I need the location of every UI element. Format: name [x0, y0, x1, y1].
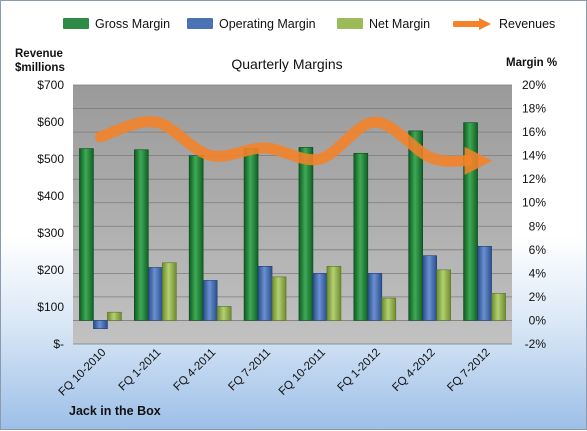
net-margin-bar [272, 277, 286, 321]
gross-margin-bar [409, 131, 423, 321]
left-tick-label: $700 [37, 78, 64, 92]
right-tick-label: 2% [529, 290, 547, 304]
operating-margin-bar [313, 273, 327, 320]
right-tick-label: 16% [522, 125, 546, 139]
category-label: FQ 4-2012 [390, 347, 437, 394]
category-label: FQ 1-2011 [117, 347, 164, 394]
left-tick-label: $300 [37, 226, 64, 240]
right-tick-label: 4% [529, 266, 547, 280]
category-label: FQ 4-2011 [172, 347, 219, 394]
category-label: FQ 10-2011 [277, 347, 328, 398]
left-tick-label: $400 [37, 189, 64, 203]
gross-margin-bar [299, 147, 313, 320]
right-axis-ticks: -2% 0% 2% 4% 6% 8% 10% 12% 14% 16% 18% 20% [522, 78, 546, 351]
right-tick-label: 18% [522, 102, 546, 116]
right-tick-label: 12% [522, 172, 546, 186]
right-tick-label: 0% [529, 313, 547, 327]
company-name: Jack in the Box [69, 404, 161, 418]
category-label: FQ 10-2010 [57, 347, 109, 399]
gross-margin-bar [354, 153, 368, 320]
left-axis-ticks: $- $100 $200 $300 $400 $500 $600 $700 [37, 78, 64, 351]
category-label: FQ 7-2011 [226, 347, 273, 394]
net-margin-bar [217, 306, 231, 320]
right-tick-label: 6% [529, 243, 547, 257]
category-label: FQ 7-2012 [445, 347, 492, 394]
net-margin-bar [492, 293, 506, 320]
operating-margin-bar [148, 267, 162, 320]
gross-margin-bar [79, 149, 93, 321]
operating-margin-bar [93, 320, 107, 328]
right-tick-label: 14% [522, 149, 546, 163]
right-tick-label: -2% [525, 337, 547, 351]
category-label: FQ 1-2012 [336, 347, 383, 394]
operating-margin-bar [368, 273, 382, 320]
net-margin-bar [327, 266, 341, 320]
gross-margin-bar [189, 156, 203, 321]
gross-margin-bar [244, 149, 258, 321]
operating-margin-bar [478, 246, 492, 320]
left-tick-label: $- [53, 337, 64, 351]
right-tick-label: 8% [529, 219, 547, 233]
gross-margin-bar [134, 150, 148, 321]
net-margin-bar [382, 298, 396, 320]
left-tick-label: $100 [37, 300, 64, 314]
left-tick-label: $600 [37, 115, 64, 129]
right-tick-label: 10% [522, 196, 546, 210]
net-margin-bar [437, 270, 451, 321]
operating-margin-bar [203, 280, 217, 320]
operating-margin-bar [258, 266, 272, 320]
net-margin-bar [107, 312, 121, 320]
left-tick-label: $200 [37, 263, 64, 277]
operating-margin-bar [423, 256, 437, 321]
right-tick-label: 20% [522, 78, 546, 92]
left-tick-label: $500 [37, 152, 64, 166]
net-margin-bar [162, 263, 176, 321]
